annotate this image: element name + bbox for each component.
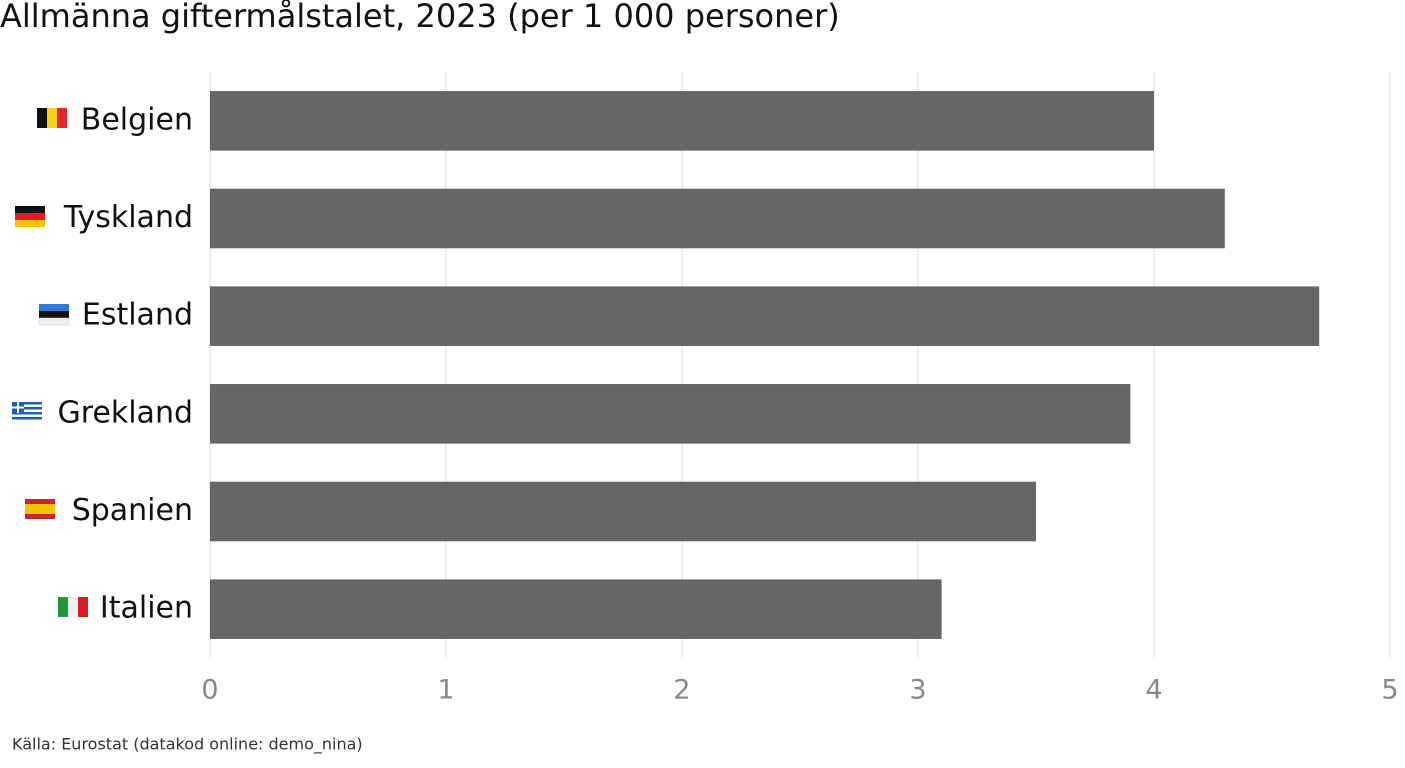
y-tick-label: Belgien [81,102,193,137]
bar [210,188,1225,249]
y-tick-label: Estland [82,298,193,333]
y-tick-label: Italien [100,591,193,626]
x-tick-label: 0 [201,675,218,706]
flag-belgium [37,108,67,128]
bar [210,579,942,639]
bar [210,481,1036,542]
flag-spain [25,499,55,519]
x-tick-label: 1 [437,675,454,706]
flag-germany [15,206,45,227]
flag-greece [12,402,42,422]
bar [210,91,1154,151]
source-note: Källa: Eurostat (datakod online: demo_ni… [12,735,363,755]
flags [12,108,88,617]
x-tick-label: 2 [673,675,690,706]
x-tick-label: 4 [1145,675,1162,706]
x-tick-label: 3 [909,675,926,706]
y-tick-label: Grekland [57,395,193,430]
flag-estonia [38,304,70,326]
flag-italy [58,597,88,617]
x-tick-label: 5 [1381,675,1398,706]
y-tick-label: Tyskland [63,200,193,235]
bar [210,384,1131,444]
y-tick-label: Spanien [72,493,193,528]
bar [210,286,1320,346]
chart-title: Allmänna giftermålstalet, 2023 (per 1 00… [0,0,840,35]
